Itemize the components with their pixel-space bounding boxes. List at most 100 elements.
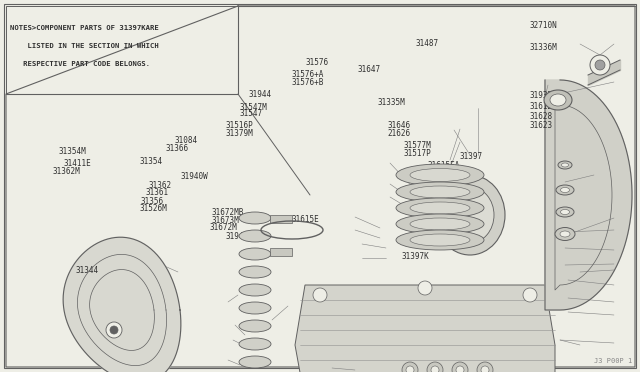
Text: RESPECTIVE PART CODE BELONGS.: RESPECTIVE PART CODE BELONGS.	[10, 61, 150, 67]
Polygon shape	[295, 285, 555, 372]
Circle shape	[110, 326, 118, 334]
Ellipse shape	[555, 228, 575, 241]
Circle shape	[477, 362, 493, 372]
Text: 31547: 31547	[240, 109, 263, 118]
Text: 31354: 31354	[140, 157, 163, 166]
Text: 31623: 31623	[530, 121, 553, 130]
Ellipse shape	[410, 169, 470, 182]
Text: 31612M: 31612M	[530, 102, 557, 110]
Text: 31576+A: 31576+A	[291, 70, 324, 79]
Ellipse shape	[239, 212, 271, 224]
Ellipse shape	[239, 302, 271, 314]
Text: 31672MA: 31672MA	[430, 177, 463, 186]
Text: 31576+B: 31576+B	[291, 78, 324, 87]
Ellipse shape	[556, 185, 574, 195]
Ellipse shape	[558, 161, 572, 169]
Ellipse shape	[239, 338, 271, 350]
Ellipse shape	[410, 202, 470, 214]
Ellipse shape	[410, 186, 470, 198]
Text: 31672M: 31672M	[210, 223, 237, 232]
Ellipse shape	[396, 214, 484, 234]
Circle shape	[590, 55, 610, 75]
Circle shape	[402, 362, 418, 372]
Circle shape	[431, 366, 439, 372]
Ellipse shape	[446, 187, 494, 243]
Ellipse shape	[561, 209, 570, 215]
Text: 31335M: 31335M	[378, 98, 405, 107]
Text: 31526M: 31526M	[140, 204, 167, 213]
Text: 31516P: 31516P	[225, 121, 253, 130]
Text: 31628: 31628	[530, 112, 553, 121]
Text: 31397: 31397	[460, 152, 483, 161]
Text: 31547M: 31547M	[240, 103, 268, 112]
Ellipse shape	[544, 90, 572, 110]
Text: 31362M: 31362M	[52, 167, 80, 176]
Text: 31411E: 31411E	[64, 159, 92, 168]
Ellipse shape	[435, 175, 505, 255]
Ellipse shape	[239, 356, 271, 368]
FancyBboxPatch shape	[270, 248, 292, 256]
FancyBboxPatch shape	[6, 6, 238, 94]
Text: 31673M: 31673M	[211, 216, 239, 225]
Text: 31356: 31356	[141, 197, 164, 206]
Ellipse shape	[410, 234, 470, 246]
Ellipse shape	[396, 164, 484, 186]
Circle shape	[456, 366, 464, 372]
Text: 31615E: 31615E	[291, 215, 319, 224]
FancyBboxPatch shape	[270, 215, 292, 223]
Circle shape	[424, 230, 436, 242]
Text: 31336M: 31336M	[530, 43, 557, 52]
Text: 31940W: 31940W	[180, 172, 208, 181]
Text: 31615EA: 31615EA	[428, 161, 460, 170]
Ellipse shape	[561, 187, 570, 192]
Ellipse shape	[560, 231, 570, 237]
Text: 31944: 31944	[248, 90, 271, 99]
Text: 31615EB: 31615EB	[416, 195, 449, 203]
Circle shape	[313, 288, 327, 302]
Circle shape	[452, 362, 468, 372]
Text: 31673MA: 31673MA	[430, 170, 463, 179]
Circle shape	[418, 281, 432, 295]
Ellipse shape	[410, 218, 470, 230]
Ellipse shape	[239, 284, 271, 296]
Ellipse shape	[396, 198, 484, 218]
Ellipse shape	[239, 248, 271, 260]
Circle shape	[427, 362, 443, 372]
Text: NOTES>COMPONENT PARTS OF 31397KARE: NOTES>COMPONENT PARTS OF 31397KARE	[10, 25, 159, 31]
Text: LISTED IN THE SECTION IN WHICH: LISTED IN THE SECTION IN WHICH	[10, 43, 159, 49]
Circle shape	[106, 322, 122, 338]
Polygon shape	[545, 80, 632, 310]
Ellipse shape	[239, 266, 271, 278]
Text: 21626: 21626	[388, 129, 411, 138]
Text: 31646: 31646	[388, 121, 411, 130]
Text: 32710N: 32710N	[530, 21, 557, 30]
Text: 31379M: 31379M	[225, 129, 253, 138]
Text: 31935E: 31935E	[530, 92, 557, 100]
Ellipse shape	[396, 230, 484, 250]
Circle shape	[481, 366, 489, 372]
Ellipse shape	[556, 207, 574, 217]
Text: 31576: 31576	[306, 58, 329, 67]
Ellipse shape	[561, 163, 568, 167]
Text: 31344: 31344	[76, 266, 99, 275]
Text: 31362: 31362	[148, 182, 172, 190]
Text: 31487: 31487	[416, 39, 439, 48]
FancyBboxPatch shape	[4, 4, 636, 368]
Ellipse shape	[550, 94, 566, 106]
Text: 31940V: 31940V	[225, 232, 253, 241]
Text: 31517P: 31517P	[403, 149, 431, 158]
Circle shape	[595, 60, 605, 70]
Text: 31084: 31084	[174, 136, 197, 145]
Ellipse shape	[239, 230, 271, 242]
Polygon shape	[63, 237, 181, 372]
Text: 31366: 31366	[165, 144, 188, 153]
Text: 31577M: 31577M	[403, 141, 431, 150]
Text: 31672MB: 31672MB	[211, 208, 244, 217]
Circle shape	[406, 366, 414, 372]
Ellipse shape	[239, 320, 271, 332]
Text: 31354M: 31354M	[59, 147, 86, 156]
Text: 31647: 31647	[357, 65, 380, 74]
Text: 31361: 31361	[146, 188, 169, 197]
Text: J3 P00P 1: J3 P00P 1	[594, 358, 632, 364]
Text: 31397K: 31397K	[402, 252, 429, 261]
